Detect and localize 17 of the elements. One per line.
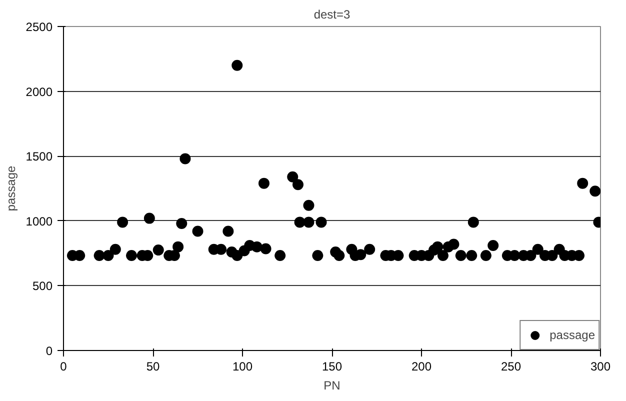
x-tick-label: 200 (411, 360, 432, 374)
legend-label: passage (550, 328, 595, 342)
x-tick-label: 100 (232, 360, 253, 374)
y-tick-label: 1000 (26, 214, 53, 228)
y-tick-label: 0 (46, 344, 53, 358)
x-tick-label: 0 (60, 360, 68, 374)
x-tick-label: 300 (590, 360, 611, 374)
y-tick-label: 2000 (26, 84, 53, 99)
x-tick-label: 250 (500, 360, 522, 374)
y-axis-title: passage (4, 165, 18, 212)
y-tick-label: 1500 (26, 150, 53, 164)
x-axis-title: PN (324, 378, 340, 392)
x-tick-label: 50 (146, 360, 160, 374)
x-tick-label: 150 (322, 360, 342, 374)
y-tick-label: 500 (32, 279, 53, 294)
y-tick-label: 2500 (26, 20, 53, 34)
chart-title: dest=3 (314, 8, 351, 22)
